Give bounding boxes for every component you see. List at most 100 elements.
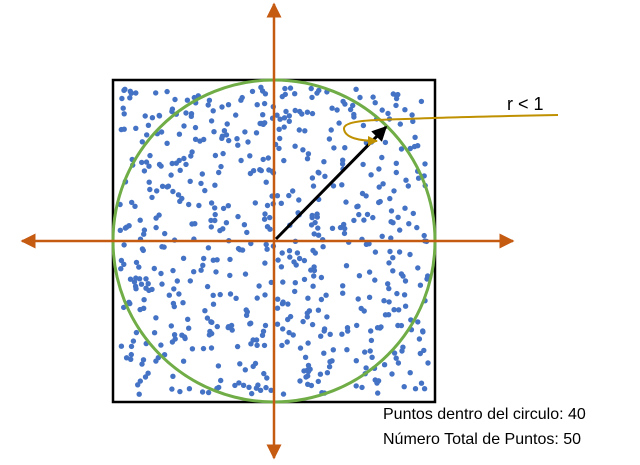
sample-point bbox=[339, 331, 345, 337]
sample-point bbox=[421, 386, 428, 392]
sample-point bbox=[376, 184, 382, 190]
sample-point bbox=[267, 214, 273, 221]
sample-point bbox=[410, 118, 416, 125]
sample-point bbox=[326, 136, 333, 142]
sample-point bbox=[159, 244, 165, 250]
sample-point bbox=[318, 296, 325, 303]
sample-point bbox=[121, 304, 127, 311]
sample-point bbox=[191, 269, 197, 275]
sample-point bbox=[205, 245, 212, 251]
sample-point bbox=[242, 367, 248, 373]
sample-point bbox=[261, 342, 268, 349]
sample-point bbox=[304, 314, 310, 320]
sample-point bbox=[286, 192, 292, 199]
sample-point bbox=[342, 145, 348, 151]
sample-point bbox=[235, 213, 241, 220]
sample-point bbox=[400, 273, 406, 279]
sample-point bbox=[281, 124, 287, 130]
sample-point bbox=[286, 248, 293, 254]
sample-point bbox=[363, 193, 369, 199]
sample-point bbox=[264, 202, 271, 209]
sample-point bbox=[397, 121, 403, 127]
sample-point bbox=[235, 142, 241, 148]
sample-point bbox=[331, 145, 337, 151]
sample-point bbox=[340, 98, 346, 105]
sample-point bbox=[144, 132, 150, 138]
points-inside-count: Puntos dentro del circulo: 40 bbox=[383, 406, 586, 423]
sample-point bbox=[208, 217, 214, 224]
sample-point bbox=[292, 91, 298, 97]
sample-point bbox=[356, 211, 362, 218]
sample-point bbox=[147, 186, 153, 193]
sample-point bbox=[208, 200, 215, 206]
sample-point bbox=[204, 315, 211, 321]
sample-point bbox=[382, 139, 389, 146]
sample-point bbox=[311, 231, 317, 237]
sample-point bbox=[412, 134, 418, 140]
sample-point bbox=[219, 135, 225, 141]
sample-point bbox=[119, 95, 125, 102]
sample-point bbox=[315, 225, 321, 231]
sample-point bbox=[323, 292, 329, 298]
sample-point bbox=[266, 167, 272, 173]
sample-point bbox=[402, 205, 408, 211]
sample-point bbox=[176, 131, 183, 137]
sample-point bbox=[368, 337, 375, 344]
sample-point bbox=[143, 276, 149, 282]
sample-point bbox=[387, 248, 393, 255]
sample-point bbox=[286, 113, 292, 119]
sample-point bbox=[310, 183, 317, 189]
sample-point bbox=[308, 382, 315, 389]
sample-point bbox=[302, 354, 309, 360]
sample-point bbox=[290, 332, 296, 338]
sample-point bbox=[344, 347, 350, 353]
sample-point bbox=[342, 225, 348, 232]
sample-point bbox=[246, 384, 252, 390]
sample-point bbox=[225, 102, 232, 108]
sample-point bbox=[388, 235, 394, 241]
sample-point bbox=[215, 363, 222, 369]
sample-point bbox=[328, 127, 334, 133]
sample-point bbox=[401, 384, 407, 390]
sample-point bbox=[180, 358, 187, 364]
sample-point bbox=[420, 328, 426, 334]
sample-point bbox=[353, 358, 359, 364]
sample-point bbox=[318, 333, 324, 339]
sample-point bbox=[265, 155, 271, 161]
sample-point bbox=[290, 188, 296, 194]
sample-point bbox=[254, 295, 260, 301]
sample-point bbox=[280, 391, 287, 397]
sample-point bbox=[264, 246, 270, 252]
sample-point bbox=[381, 362, 388, 368]
sample-point bbox=[402, 278, 409, 284]
sample-point bbox=[320, 244, 326, 250]
sample-point bbox=[199, 171, 205, 177]
sample-point bbox=[242, 271, 249, 277]
sample-point bbox=[210, 292, 216, 298]
sample-point bbox=[121, 87, 127, 94]
sample-point bbox=[145, 281, 151, 287]
sample-point bbox=[278, 200, 284, 206]
sample-point bbox=[372, 249, 379, 255]
sample-point bbox=[415, 265, 421, 271]
sample-point bbox=[180, 300, 186, 306]
sample-point bbox=[132, 203, 138, 209]
sample-point bbox=[261, 370, 267, 377]
sample-point bbox=[211, 129, 217, 135]
sample-point bbox=[210, 301, 217, 307]
sample-point bbox=[353, 86, 359, 93]
sample-point bbox=[286, 329, 292, 336]
sample-point bbox=[201, 255, 207, 262]
sample-point bbox=[216, 169, 222, 176]
sample-point bbox=[126, 223, 132, 229]
sample-point bbox=[141, 227, 148, 233]
sample-point bbox=[308, 222, 315, 228]
sample-point bbox=[310, 283, 316, 289]
sample-point bbox=[253, 385, 260, 391]
sample-point bbox=[315, 232, 322, 238]
sample-point bbox=[139, 159, 145, 166]
sample-point bbox=[123, 355, 130, 361]
radius-label: r < 1 bbox=[507, 94, 544, 114]
sample-point bbox=[324, 314, 330, 320]
